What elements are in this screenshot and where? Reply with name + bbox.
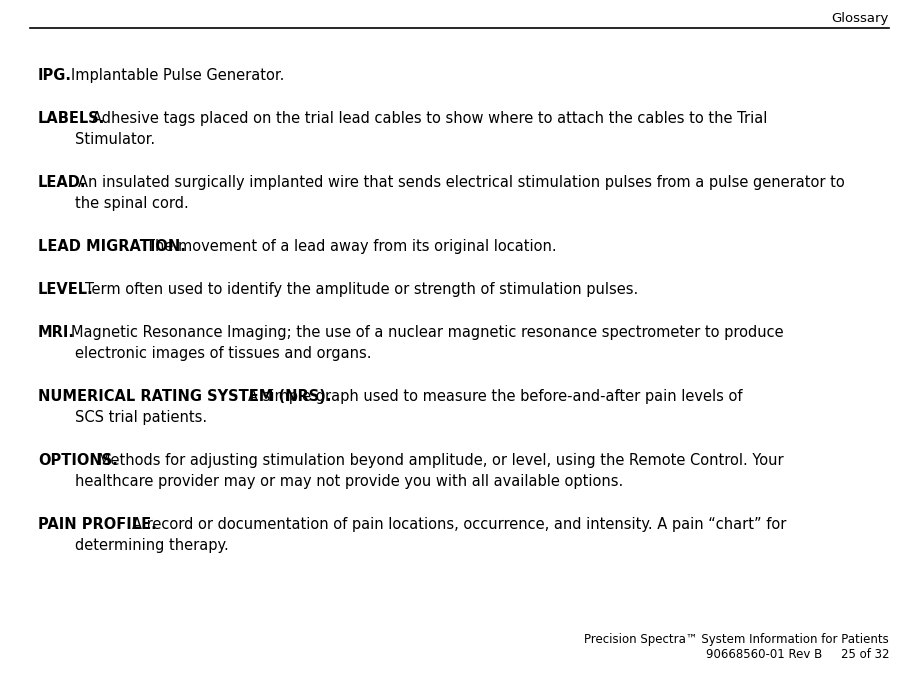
Text: Magnetic Resonance Imaging; the use of a nuclear magnetic resonance spectrometer: Magnetic Resonance Imaging; the use of a… [71,325,784,340]
Text: healthcare provider may or may not provide you with all available options.: healthcare provider may or may not provi… [75,474,623,489]
Text: NUMERICAL RATING SYSTEM (NRS).: NUMERICAL RATING SYSTEM (NRS). [38,389,332,404]
Text: Methods for adjusting stimulation beyond amplitude, or level, using the Remote C: Methods for adjusting stimulation beyond… [98,453,784,468]
Text: SCS trial patients.: SCS trial patients. [75,410,207,425]
Text: LEAD.: LEAD. [38,175,86,190]
Text: LABELS.: LABELS. [38,111,106,126]
Text: PAIN PROFILE.: PAIN PROFILE. [38,517,157,532]
Text: Stimulator.: Stimulator. [75,132,155,147]
Text: Adhesive tags placed on the trial lead cables to show where to attach the cables: Adhesive tags placed on the trial lead c… [92,111,767,126]
Text: IPG.: IPG. [38,68,72,83]
Text: the spinal cord.: the spinal cord. [75,196,188,211]
Text: 90668560-01 Rev B     25 of 32: 90668560-01 Rev B 25 of 32 [706,648,889,661]
Text: electronic images of tissues and organs.: electronic images of tissues and organs. [75,346,371,361]
Text: A simple graph used to measure the before-and-after pain levels of: A simple graph used to measure the befor… [248,389,743,404]
Text: Precision Spectra™ System Information for Patients: Precision Spectra™ System Information fo… [584,633,889,646]
Text: Implantable Pulse Generator.: Implantable Pulse Generator. [71,68,285,83]
Text: A record or documentation of pain locations, occurrence, and intensity. A pain “: A record or documentation of pain locati… [132,517,787,532]
Text: LEAD MIGRATION.: LEAD MIGRATION. [38,239,186,254]
Text: An insulated surgically implanted wire that sends electrical stimulation pulses : An insulated surgically implanted wire t… [78,175,845,190]
Text: OPTIONS.: OPTIONS. [38,453,118,468]
Text: LEVEL.: LEVEL. [38,282,94,297]
Text: Glossary: Glossary [832,12,889,25]
Text: Term often used to identify the amplitude or strength of stimulation pulses.: Term often used to identify the amplitud… [85,282,638,297]
Text: determining therapy.: determining therapy. [75,538,229,553]
Text: MRI.: MRI. [38,325,75,340]
Text: The movement of a lead away from its original location.: The movement of a lead away from its ori… [146,239,557,254]
